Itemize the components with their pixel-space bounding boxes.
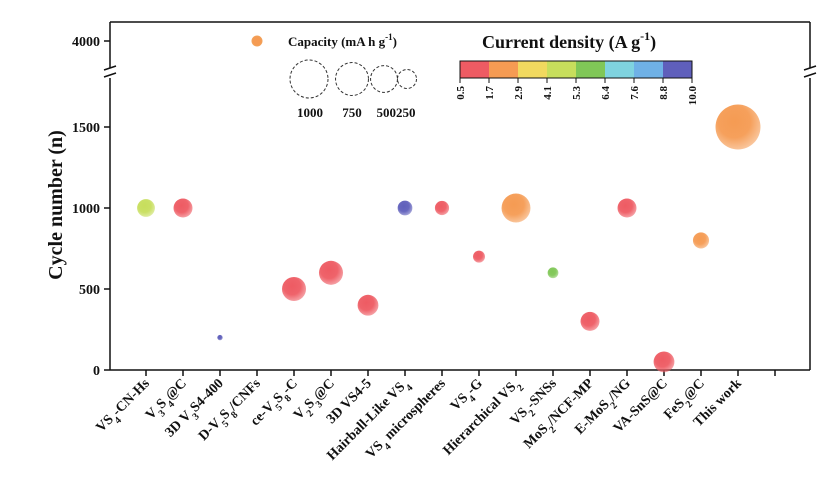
data-bubble — [357, 294, 379, 316]
colorbar-segment — [518, 61, 547, 78]
data-bubble — [617, 198, 637, 218]
size-legend: Capacity (mA h g-1) 1000 750 500250 — [251, 32, 417, 120]
colorbar-tick-label: 1.7 — [484, 86, 496, 100]
data-bubble — [173, 198, 193, 218]
colorbar-tick-label: 0.5 — [455, 86, 467, 100]
colorbar-tick-label: 5.3 — [571, 86, 583, 100]
colorbar-tick-label: 6.4 — [600, 86, 612, 100]
axis-break-left-lower — [103, 72, 117, 78]
data-bubble — [653, 351, 675, 373]
colorbar-segment — [489, 61, 518, 78]
size-legend-circle — [397, 69, 417, 89]
colorbar: Current density (A g-1) 0.5 1.7 2.9 4.1 5.3 6… — [455, 29, 699, 105]
data-bubble — [217, 334, 223, 341]
x-ticks — [145, 370, 776, 376]
colorbar-segment — [634, 61, 663, 78]
data-bubble — [318, 260, 344, 285]
data-bubble — [547, 267, 559, 279]
colorbar-segment — [547, 61, 576, 78]
size-legend-title: Capacity (mA h g-1) — [288, 32, 397, 49]
size-legend-circle — [335, 62, 369, 96]
size-legend-marker — [251, 35, 263, 47]
bubbles — [137, 104, 761, 373]
data-bubble — [580, 311, 600, 331]
data-bubble — [397, 200, 413, 216]
size-legend-circle — [370, 65, 398, 93]
y-tick-label: 4000 — [72, 35, 100, 50]
data-bubble — [692, 232, 710, 249]
colorbar-tick-label: 7.6 — [629, 86, 641, 100]
colorbar-segment — [605, 61, 634, 78]
colorbar-tick-label: 2.9 — [513, 86, 525, 100]
y-axis-label: Cycle number (n) — [45, 130, 67, 280]
data-bubble — [281, 276, 307, 302]
size-legend-label: 750 — [342, 105, 362, 120]
data-bubble — [472, 250, 486, 263]
data-bubble — [715, 104, 761, 150]
colorbar-ticks: 0.5 1.7 2.9 4.1 5.3 6.4 7.6 8.8 10.0 — [455, 78, 699, 105]
axis-break-right-lower — [803, 72, 817, 78]
colorbar-tick-label: 10.0 — [687, 86, 699, 106]
colorbar-tick-label: 8.8 — [658, 86, 670, 100]
axis-break-left-upper — [103, 65, 117, 71]
y-ticks: 0 500 1000 1500 4000 — [72, 35, 110, 379]
y-tick-label: 1500 — [72, 121, 100, 136]
colorbar-segment — [663, 61, 692, 78]
size-legend-circle — [289, 59, 329, 99]
colorbar-segment — [576, 61, 605, 78]
data-bubble — [501, 193, 531, 223]
size-legend-label: 1000 — [297, 105, 323, 120]
colorbar-title: Current density (A g-1) — [482, 29, 656, 53]
axis-break-right-upper — [803, 65, 817, 71]
y-tick-label: 1000 — [72, 202, 100, 217]
size-legend-labels: 1000 750 500250 — [297, 105, 416, 120]
colorbar-segments — [460, 61, 692, 78]
y-tick-label: 0 — [93, 364, 100, 379]
size-legend-circles — [289, 59, 417, 99]
colorbar-segment — [460, 61, 489, 78]
size-legend-label: 500250 — [377, 105, 416, 120]
colorbar-tick-label: 4.1 — [542, 86, 554, 100]
data-bubble — [434, 200, 450, 216]
data-bubble — [137, 199, 155, 217]
y-tick-label: 500 — [79, 283, 100, 298]
